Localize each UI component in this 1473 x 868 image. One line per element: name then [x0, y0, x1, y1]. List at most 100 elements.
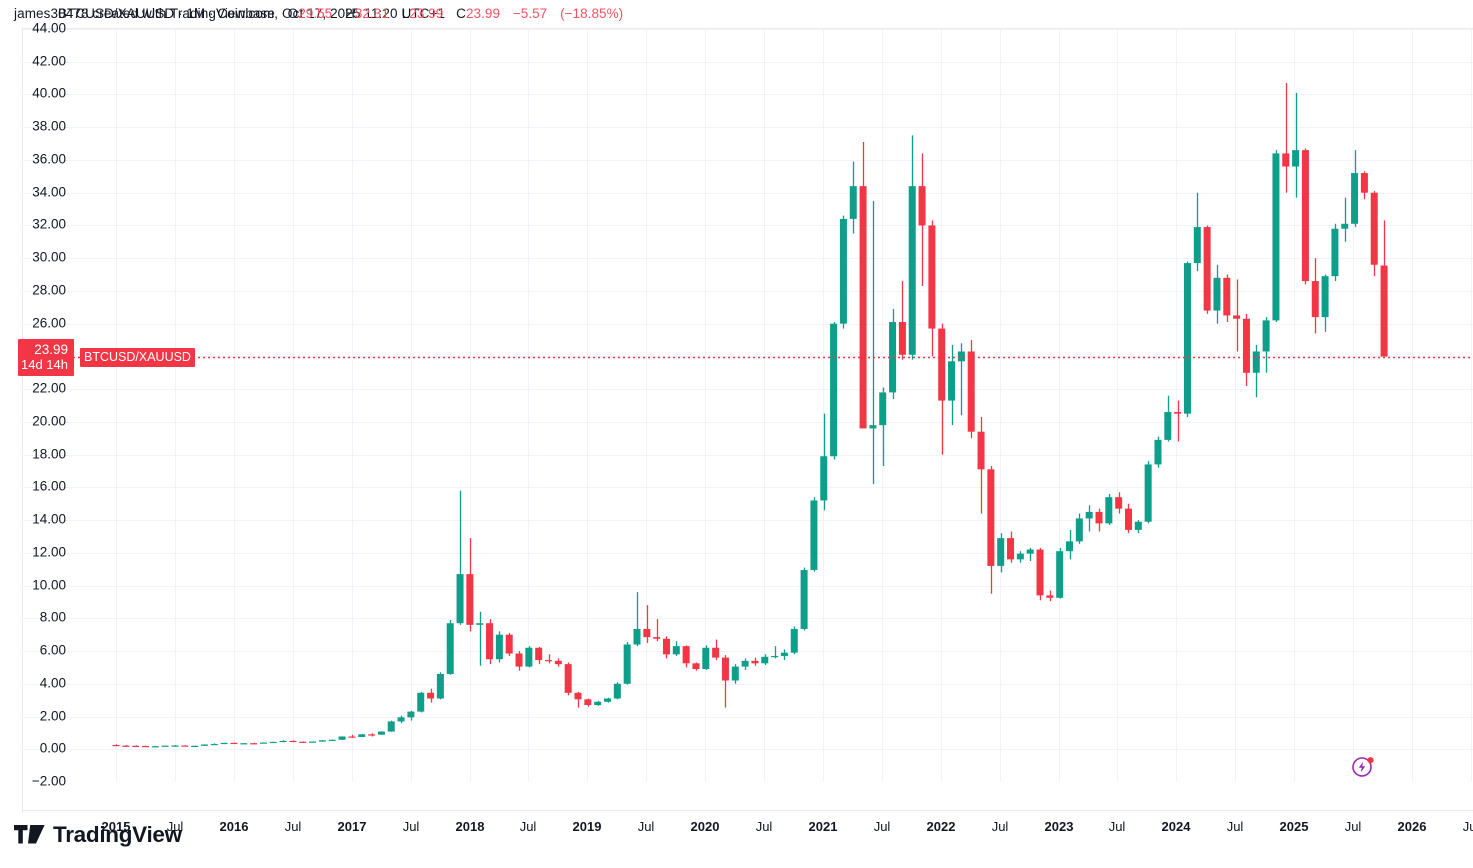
candle-body [161, 745, 169, 747]
candle-body [908, 186, 916, 355]
candle-body [643, 628, 651, 638]
candle-body [338, 736, 346, 740]
candle-body [309, 741, 317, 743]
candle-body [122, 745, 130, 747]
candle-body [200, 744, 208, 746]
candle-body [721, 657, 729, 681]
candle-body [918, 186, 926, 226]
chart-plot-area[interactable] [23, 29, 1473, 782]
chart-frame: 2015 Jul 2016 Jul 2017 Jul 2018 Jul 2019 Jul 2020 J… [22, 28, 1473, 834]
candle-body [456, 574, 464, 624]
legend-low-label: L [401, 6, 410, 21]
candle-body [957, 351, 965, 362]
candle-body [1233, 315, 1241, 319]
legend-interval[interactable]: 1M [186, 6, 206, 21]
candle-body [230, 742, 238, 745]
candle-body [928, 225, 936, 329]
candle-body [1321, 276, 1329, 318]
price-tick-label: 34.00 [32, 184, 66, 200]
time-axis[interactable]: 2015 Jul 2016 Jul 2017 Jul 2018 Jul 2019 Jul 2020 J… [23, 810, 1473, 842]
price-tick-label: 28.00 [32, 282, 66, 298]
time-tick-year: 2022 [926, 819, 956, 834]
price-tick-label: 8.00 [39, 609, 66, 625]
price-tick-label: −2.00 [31, 773, 66, 789]
lightning-bolt-icon[interactable] [1350, 753, 1376, 779]
legend-high-label: H [345, 6, 355, 21]
candle-body [1341, 223, 1349, 229]
candle-body [210, 744, 218, 746]
candle-body [1124, 508, 1132, 530]
current-price-value: 23.99 [34, 341, 68, 357]
candle-body [869, 425, 877, 429]
price-tick-label: 44.00 [32, 20, 66, 36]
price-tick-label: 42.00 [32, 53, 66, 69]
candle-body [731, 666, 739, 681]
candle-body [741, 660, 749, 667]
candle-body [259, 742, 267, 744]
candle-body [1213, 277, 1221, 311]
candle-body [1272, 153, 1280, 321]
candle-body [1115, 497, 1123, 509]
time-tick-year: 2021 [808, 819, 838, 834]
time-tick-month: Jul [284, 819, 302, 834]
candle-body [505, 634, 513, 654]
price-tick-label: 16.00 [32, 478, 66, 494]
candle-body [1262, 320, 1270, 352]
candle-body [495, 634, 503, 660]
candle-body [535, 647, 543, 661]
candle-body [1331, 228, 1339, 277]
candle-body [1223, 277, 1231, 316]
legend-change: −5.57 [512, 6, 548, 21]
time-tick-year: 2019 [572, 819, 602, 834]
candle-body [318, 740, 326, 742]
candle-body [171, 745, 179, 747]
time-tick-year: 2026 [1397, 819, 1427, 834]
candle-body [1154, 439, 1162, 465]
candle-body [584, 699, 592, 706]
price-tick-label: 10.00 [32, 577, 66, 593]
price-tick-label: 40.00 [32, 85, 66, 101]
price-tick-label: 2.00 [39, 708, 66, 724]
candle-body [800, 570, 808, 629]
candle-body [948, 361, 956, 401]
tradingview-footer-logo: TradingView [14, 822, 182, 848]
candle-body [692, 663, 700, 670]
candle-body [387, 721, 395, 732]
candle-body [427, 692, 435, 699]
candle-body [1360, 173, 1368, 193]
candle-body [141, 745, 149, 748]
candle-body [466, 574, 474, 625]
price-tick-label: 6.00 [39, 642, 66, 658]
legend-low-value: 23.99 [409, 6, 444, 21]
candle-body [486, 623, 494, 660]
candle-body [289, 740, 297, 743]
candle-body [662, 638, 670, 655]
price-axis[interactable]: 44.00 42.00 40.00 38.00 36.00 34.00 32.00 30.00… [0, 21, 74, 789]
time-tick-year: 2023 [1044, 819, 1074, 834]
candle-body [1046, 595, 1054, 598]
candlestick-series [112, 83, 1388, 748]
time-tick-month: Jul [637, 819, 655, 834]
legend-separator-2: · [209, 6, 214, 21]
time-tick-month: Jul [166, 819, 184, 834]
time-tick-year: 2024 [1161, 819, 1191, 834]
time-tick-month: Jul [991, 819, 1009, 834]
tradingview-brand-text: TradingView [53, 822, 182, 847]
legend-symbol[interactable]: BTCUSD/XAUUSD [58, 6, 175, 21]
candle-body [771, 655, 779, 658]
candle-body [859, 186, 867, 429]
candle-body [574, 692, 582, 700]
candle-body [820, 456, 828, 501]
price-tick-label: 20.00 [32, 413, 66, 429]
price-tick-label: 14.00 [32, 511, 66, 527]
candle-body [545, 660, 553, 662]
time-tick-month: Jul [873, 819, 891, 834]
candle-body [358, 734, 366, 737]
candle-body [1351, 173, 1359, 224]
candle-body [761, 656, 769, 664]
symbol-price-label: BTCUSD/XAUUSD [80, 347, 195, 367]
candle-body [368, 734, 376, 736]
legend-open-value: 29.55 [298, 6, 333, 21]
candle-body [515, 653, 523, 667]
time-tick-year: 2018 [455, 819, 485, 834]
